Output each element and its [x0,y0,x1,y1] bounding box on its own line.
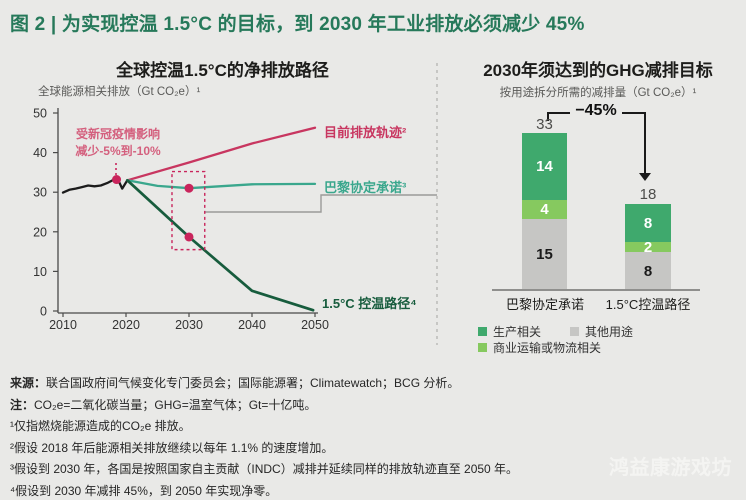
legend-item-other: 其他用途 [570,323,633,340]
line-chart-title: 全球控温1.5°C的净排放路径 [116,61,329,80]
label-1p5c-path: 1.5°C 控温路径⁴ [322,296,417,311]
source-prefix: 来源： [10,376,47,390]
y-tick-label: 0 [40,305,47,319]
legend-swatch-other [570,327,579,336]
label-current-trajectory: 目前排放轨迹² [324,125,407,140]
delta-bracket-arrow-shaft [644,112,646,174]
covid-annotation-line1: 受新冠疫情影响 [75,127,160,141]
bar-baseline [492,289,700,291]
series-line [126,126,317,182]
bar1-total: 33 [536,116,553,133]
source-line: 来源：联合国政府间气候变化专门委员会；国际能源署；Climatewatch；BC… [10,376,740,390]
note-prefix: 注： [10,397,35,412]
delta-bracket-left-tick [547,112,549,121]
x-tick-label: 2040 [238,318,266,332]
footnote-4: ⁴假设到 2030 年减排 45%，到 2050 年实现净零。 [10,483,278,498]
figure-title: 图 2 | 为实现控温 1.5°C 的目标，到 2030 年工业排放必须减少 4… [10,14,585,35]
bar-segment: 2 [625,239,671,256]
stacked-bar: 14 4 15 [522,133,567,290]
bar-segment: 15 [522,219,567,290]
legend-swatch-production [478,327,487,336]
highlight-box-2030 [171,170,206,251]
zoom-connector-line [205,194,437,213]
delta-arrowhead-icon [639,173,651,181]
note-line: 注：CO₂e=二氧化碳当量；GHG=温室气体；Gt=十亿吨。 [10,398,740,412]
bar1-category-label: 巴黎协定承诺 [505,297,584,312]
y-tick-label: 50 [33,107,47,121]
footnotes: 来源：联合国政府间气候变化专门委员会；国际能源署；Climatewatch；BC… [10,376,740,500]
note-text: CO₂e=二氧化碳当量；GHG=温室气体；Gt=十亿吨。 [34,397,317,412]
data-point-marker [112,175,122,185]
series-line [126,179,317,190]
footnote-3: ³假设到 2030 年，各国是按照国家自主贡献（INDC）减排并延续同样的排放轨… [10,462,519,476]
x-tick-label: 2010 [49,318,77,332]
bar2-category-label: 1.5°C控温路径 [605,297,691,312]
legend-label-logistics: 商业运输或物流相关 [493,341,602,355]
legend-swatch-logistics [478,343,487,352]
bar2-total: 18 [639,186,657,203]
y-tick-label: 10 [33,265,47,279]
footnote-1: ¹仅指燃烧能源造成的CO₂e 排放。 [10,419,191,433]
data-point-marker [184,232,194,242]
delta-label-wrap: −45% [547,102,645,120]
bar-segment: 8 [625,204,671,242]
bar-chart-subtitle: 按用途拆分所需的减排量（Gt CO₂e）¹ [499,87,697,99]
y-tick-label: 40 [33,146,47,160]
y-tick-label: 30 [33,186,47,200]
delta-label: −45% [570,102,622,120]
legend-item-logistics: 商业运输或物流相关 [478,339,601,356]
legend-label-production: 生产相关 [493,325,542,339]
label-paris-pledge: 巴黎协定承诺³ [324,180,407,195]
x-tick-label: 2020 [112,318,140,332]
x-tick-label: 2050 [301,318,329,332]
series-line [125,178,315,312]
watermark: 鸿益康游戏坊 [609,457,732,479]
data-point-marker [184,183,194,193]
covid-annotation-line2: 减少-5%到-10% [75,143,161,158]
covid-annotation: 受新冠疫情影响 减少-5%到-10% [62,126,174,159]
bar-segment: 14 [522,133,567,200]
legend-item-production: 生产相关 [478,323,541,340]
source-text: 联合国政府间气候变化专门委员会；国际能源署；Climatewatch；BCG 分… [46,376,460,390]
bar-segment: 8 [625,252,671,290]
bar-chart-title: 2030年须达到的GHG减排目标 [483,61,713,80]
bar-segment: 4 [522,200,567,219]
line-chart-unit-label: 全球能源相关排放（Gt CO₂e）¹ [38,86,201,98]
footnote-2: ²假设 2018 年后能源相关排放继续以每年 1.1% 的速度增加。 [10,440,334,455]
x-tick-label: 2030 [175,318,203,332]
y-tick-label: 20 [33,225,47,239]
legend-label-other: 其他用途 [585,325,634,339]
